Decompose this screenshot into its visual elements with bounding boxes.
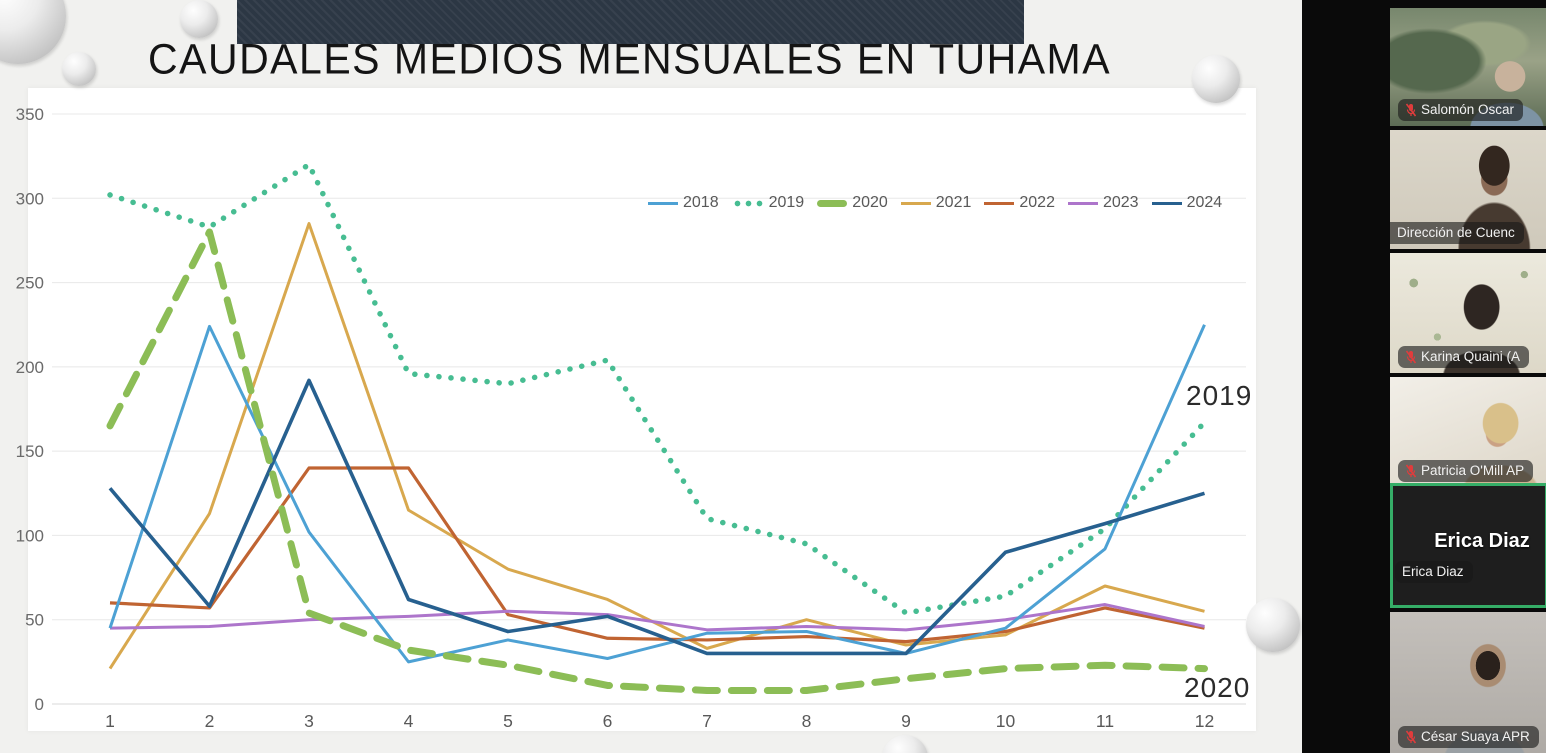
participant-name: Salomón Oscar: [1421, 102, 1515, 117]
annotation-2019: 2019: [1186, 380, 1253, 411]
series-2018: [108, 324, 1206, 664]
participant-name-label: Erica Diaz: [1395, 561, 1473, 583]
decor-bubble: [1246, 598, 1300, 652]
participant-tile-3[interactable]: Karina Quaini (A: [1390, 253, 1546, 373]
legend-swatch: [817, 199, 848, 207]
annotation-2020: 2020: [1184, 672, 1251, 703]
muted-mic-icon: [1405, 103, 1417, 116]
series-2022: [109, 466, 1205, 644]
legend-label: 2020: [852, 194, 888, 211]
participant-tile-6[interactable]: César Suaya APR: [1390, 612, 1546, 753]
participant-name: César Suaya APR: [1421, 729, 1530, 744]
decor-bubble: [1192, 55, 1240, 103]
legend-item-2024: 2024: [1151, 194, 1223, 212]
legend-label: 2022: [1019, 194, 1055, 211]
legend-swatch: [648, 201, 678, 205]
x-axis-tick: 1: [105, 711, 115, 731]
legend-swatch: [1067, 201, 1098, 205]
legend-label: 2024: [1186, 194, 1223, 211]
participant-name-label: Karina Quaini (A: [1398, 346, 1530, 368]
legend-swatch: [984, 201, 1015, 205]
muted-mic-icon: [1405, 464, 1417, 477]
participant-tile-1[interactable]: Salomón Oscar: [1390, 8, 1546, 126]
x-axis-tick: 5: [503, 711, 513, 731]
series-2020: [106, 228, 1208, 695]
decor-bubble: [882, 735, 928, 753]
series-2019: [107, 161, 1208, 616]
redaction-bar: [237, 0, 1024, 44]
x-axis-tick: 12: [1195, 711, 1214, 731]
y-axis-tick: 200: [16, 358, 44, 377]
y-axis-tick: 0: [35, 695, 44, 714]
legend-label: 2021: [935, 194, 972, 211]
participant-name: Karina Quaini (A: [1421, 349, 1521, 364]
legend-item-2019: 2019: [731, 194, 805, 212]
y-axis-tick: 250: [16, 274, 44, 293]
participant-tile-2[interactable]: Dirección de Cuenc: [1390, 130, 1546, 249]
active-speaker-name: Erica Diaz: [1434, 530, 1530, 552]
muted-mic-icon: [1405, 350, 1417, 363]
y-axis-tick: 100: [16, 526, 44, 545]
participant-tile-4[interactable]: Patricia O'Mill AP: [1390, 377, 1546, 487]
participant-name-label: Patricia O'Mill AP: [1398, 460, 1534, 482]
legend-swatch: [731, 199, 764, 207]
x-axis-tick: 2: [205, 711, 215, 731]
participant-name: Dirección de Cuenc: [1397, 225, 1515, 240]
legend-item-2020: 2020: [817, 194, 888, 212]
muted-mic-icon: [1405, 730, 1417, 743]
y-axis-tick: 300: [16, 189, 44, 208]
legend-item-2018: 2018: [648, 194, 719, 212]
participants-panel: Salomón Oscar Dirección de Cuenc Karina Qu…: [1302, 0, 1546, 753]
x-axis-tick: 11: [1096, 711, 1114, 731]
decor-bubble: [180, 0, 218, 38]
legend-swatch: [900, 201, 931, 205]
x-axis-tick: 6: [603, 711, 613, 731]
x-axis-tick: 9: [901, 711, 911, 731]
legend-swatch: [1151, 201, 1182, 205]
x-axis-tick: 3: [304, 711, 314, 731]
x-axis-tick: 10: [996, 711, 1016, 731]
y-axis-tick: 150: [16, 442, 44, 461]
participant-name-label: Dirección de Cuenc: [1390, 222, 1524, 244]
participant-tile-5[interactable]: Erica Diaz Erica Diaz: [1390, 483, 1546, 608]
chart-legend: 2018 2019 2020 2021 2022 2023 2024: [648, 194, 1222, 212]
participant-name: Patricia O'Mill AP: [1421, 463, 1525, 478]
legend-item-2021: 2021: [900, 194, 972, 212]
series-2023: [109, 603, 1205, 632]
legend-item-2023: 2023: [1067, 194, 1139, 212]
legend-item-2022: 2022: [984, 194, 1055, 212]
y-axis-tick: 50: [25, 611, 44, 630]
legend-label: 2023: [1102, 194, 1139, 211]
legend-label: 2019: [768, 194, 805, 211]
decor-bubble: [62, 52, 96, 86]
shared-screen-slide: 0 50 100 150 200 250 300 350 1 2 3 4 5 6 7 8 9 10 11 12 CAU…: [0, 0, 1302, 753]
x-axis-tick: 7: [702, 711, 712, 731]
y-axis-tick: 350: [16, 105, 44, 124]
x-axis-tick: 4: [404, 711, 414, 731]
legend-label: 2018: [683, 194, 719, 211]
series-2024: [108, 378, 1206, 656]
participant-name-label: César Suaya APR: [1398, 726, 1539, 748]
x-axis-tick: 8: [802, 711, 812, 731]
participant-name-label: Salomón Oscar: [1398, 99, 1524, 121]
participant-name: Erica Diaz: [1402, 564, 1464, 579]
